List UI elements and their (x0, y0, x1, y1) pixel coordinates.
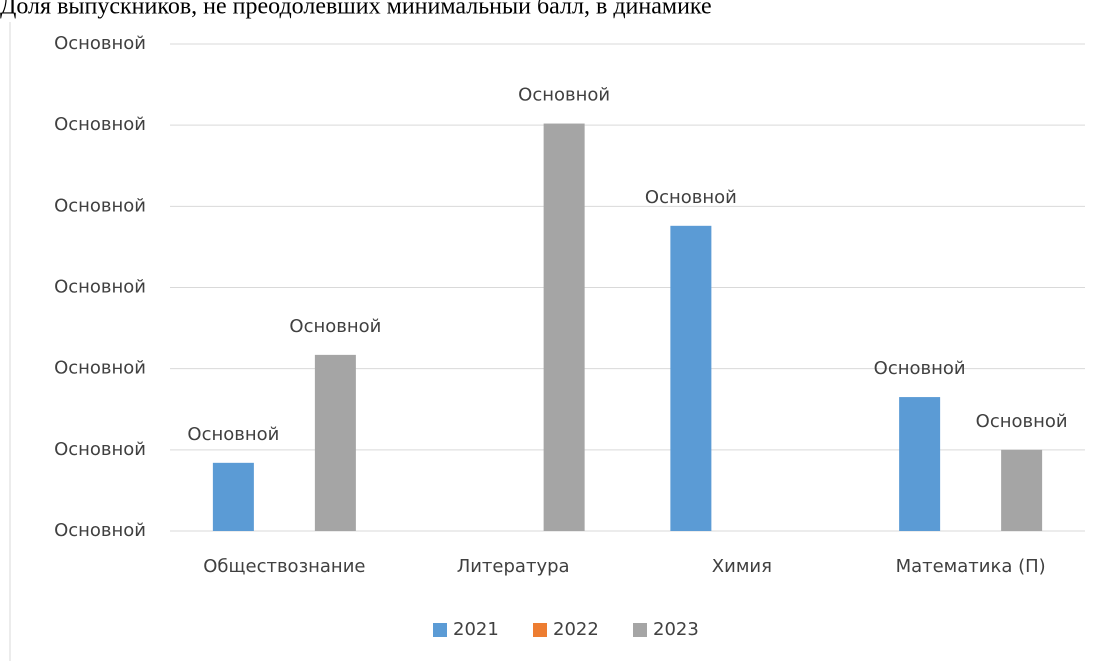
bar (314, 354, 356, 531)
y-tick-label: Основной (54, 358, 146, 379)
legend-label: 2022 (553, 619, 599, 640)
bar (670, 225, 712, 531)
x-tick-label: Литература (457, 556, 570, 577)
y-tick-label: Основной (54, 520, 146, 541)
bar (543, 123, 585, 531)
bar (899, 397, 941, 531)
y-tick-label: Основной (54, 33, 146, 54)
bar (212, 462, 254, 531)
x-tick-label: Математика (П) (896, 556, 1046, 577)
y-tick-label: Основной (54, 439, 146, 460)
y-tick-label: Основной (54, 114, 146, 135)
x-tick-label: Химия (712, 556, 772, 577)
data-label: Основной (976, 411, 1068, 432)
bar (1001, 449, 1043, 531)
data-label: Основной (645, 187, 737, 208)
data-label: Основной (518, 85, 610, 106)
y-tick-label: Основной (54, 195, 146, 216)
y-tick-label: Основной (54, 277, 146, 298)
legend-swatch (533, 623, 547, 637)
legend-label: 2023 (653, 619, 699, 640)
legend-swatch (633, 623, 647, 637)
legend-label: 2021 (453, 619, 499, 640)
data-label: Основной (187, 424, 279, 445)
chart-title: Доля выпускников, не преодолевших минима… (0, 0, 712, 20)
data-label: Основной (289, 316, 381, 337)
data-label: Основной (874, 358, 966, 379)
legend-swatch (433, 623, 447, 637)
x-tick-label: Обществознание (203, 556, 365, 577)
